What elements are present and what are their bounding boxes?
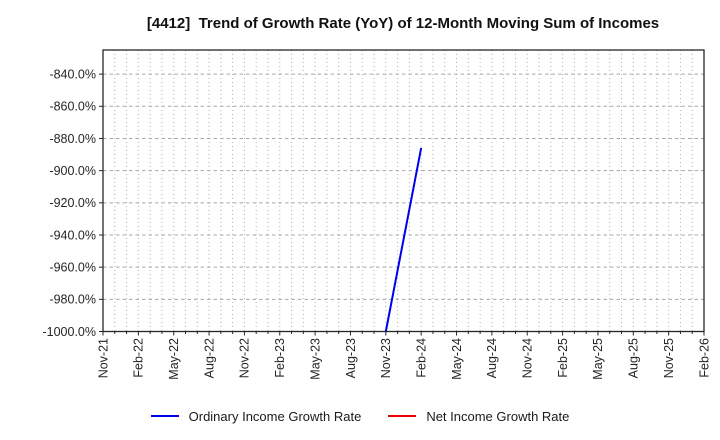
ordinary-income-line-swatch xyxy=(150,414,179,418)
y-tick-label: -940.0% xyxy=(49,228,96,242)
x-tick-label: Feb-26 xyxy=(697,338,711,378)
x-tick-label: May-25 xyxy=(591,338,605,380)
x-tick-label: Feb-25 xyxy=(556,338,570,378)
x-tick-label: May-23 xyxy=(308,338,322,380)
x-tick-label: Nov-24 xyxy=(521,338,535,378)
x-tick-label: Nov-22 xyxy=(238,338,252,378)
x-tick-label: Aug-23 xyxy=(344,338,358,378)
legend-label: Net Income Growth Rate xyxy=(426,408,570,424)
x-tick-label: May-22 xyxy=(167,338,181,380)
legend-item-net-income: Net Income Growth Rate xyxy=(388,409,569,424)
axis-labels: -840.0% -860.0% -880.0% -900.0% -920.0% -940.… xyxy=(42,67,711,379)
ordinary-income-growth-rate-line xyxy=(384,147,423,332)
x-tick-label: Nov-21 xyxy=(96,338,110,378)
y-tick-label: -900.0% xyxy=(49,164,96,178)
x-tick-label: Aug-24 xyxy=(485,338,499,378)
y-tick-label: -1000.0% xyxy=(42,325,96,339)
x-tick-label: Feb-24 xyxy=(414,338,428,378)
y-tick-label: -980.0% xyxy=(49,293,96,307)
legend-item-ordinary-income: Ordinary Income Growth Rate xyxy=(150,408,362,424)
plot-frame xyxy=(102,49,705,333)
x-tick-label: Nov-25 xyxy=(662,338,676,378)
chart-legend: Ordinary Income Growth Rate Net Income G… xyxy=(0,404,720,428)
chart-title: [4412] Trend of Growth Rate (YoY) of 12-… xyxy=(146,15,660,32)
x-tick-label: Aug-25 xyxy=(627,338,641,378)
y-tick-label: -860.0% xyxy=(49,100,96,114)
legend-label: Ordinary Income Growth Rate xyxy=(188,408,362,424)
x-tick-label: Feb-23 xyxy=(273,338,287,378)
net-income-line-swatch xyxy=(388,414,417,418)
y-tick-label: -880.0% xyxy=(49,132,96,146)
x-tick-label: May-24 xyxy=(450,338,464,380)
x-tick-label: Aug-22 xyxy=(202,338,216,378)
y-tick-label: -960.0% xyxy=(49,260,96,274)
y-tick-label: -920.0% xyxy=(49,196,96,210)
x-tick-label: Nov-23 xyxy=(379,338,393,378)
axis-ticks xyxy=(99,73,705,336)
x-tick-label: Feb-22 xyxy=(132,338,146,378)
gridlines xyxy=(103,50,704,332)
y-tick-label: -840.0% xyxy=(49,67,96,81)
